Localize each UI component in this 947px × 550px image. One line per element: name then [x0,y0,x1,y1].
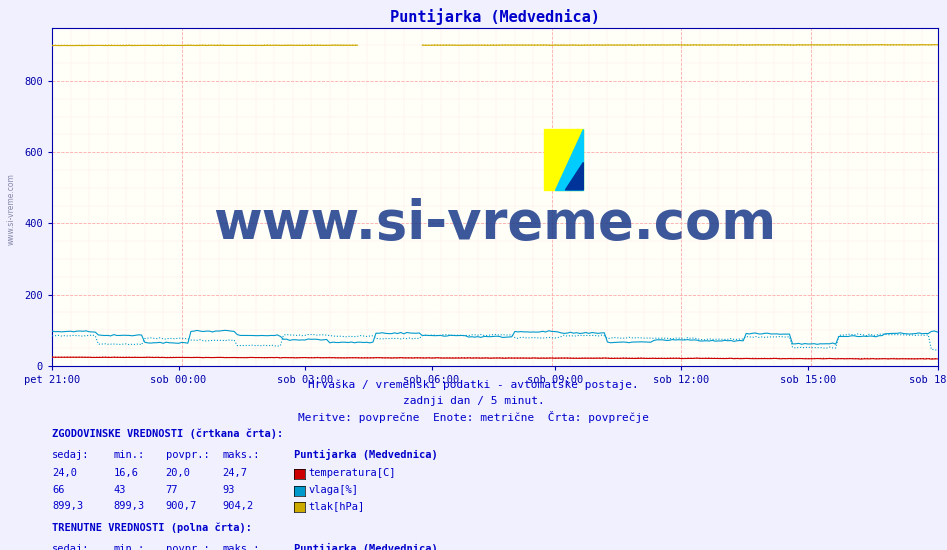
Polygon shape [565,162,583,190]
Text: sedaj:: sedaj: [52,544,90,550]
Bar [544,129,583,190]
Text: 900,7: 900,7 [166,501,197,512]
Text: vlaga[%]: vlaga[%] [309,485,359,495]
Text: min.:: min.: [114,544,145,550]
Text: sedaj:: sedaj: [52,450,90,460]
Text: 20,0: 20,0 [166,468,190,478]
Text: 16,6: 16,6 [114,468,138,478]
Text: maks.:: maks.: [223,544,260,550]
Text: 899,3: 899,3 [52,501,83,512]
Title: Puntijarka (Medvednica): Puntijarka (Medvednica) [390,8,599,25]
Text: 904,2: 904,2 [223,501,254,512]
Text: www.si-vreme.com: www.si-vreme.com [7,173,16,245]
Text: maks.:: maks.: [223,450,260,460]
Text: Meritve: povprečne  Enote: metrične  Črta: povprečje: Meritve: povprečne Enote: metrične Črta:… [298,411,649,423]
Text: povpr.:: povpr.: [166,450,209,460]
Text: 24,7: 24,7 [223,468,247,478]
Text: Puntijarka (Medvednica): Puntijarka (Medvednica) [294,449,438,460]
Text: tlak[hPa]: tlak[hPa] [309,501,365,512]
Text: Puntijarka (Medvednica): Puntijarka (Medvednica) [294,543,438,550]
Text: www.si-vreme.com: www.si-vreme.com [213,197,777,250]
Text: zadnji dan / 5 minut.: zadnji dan / 5 minut. [402,396,545,406]
Text: 24,0: 24,0 [52,468,77,478]
Text: 899,3: 899,3 [114,501,145,512]
Text: min.:: min.: [114,450,145,460]
Text: 66: 66 [52,485,64,495]
Text: 93: 93 [223,485,235,495]
Text: temperatura[C]: temperatura[C] [309,468,396,478]
Text: povpr.:: povpr.: [166,544,209,550]
Text: 43: 43 [114,485,126,495]
Text: TRENUTNE VREDNOSTI (polna črta):: TRENUTNE VREDNOSTI (polna črta): [52,523,252,534]
Text: Hrvaška / vremenski podatki - avtomatske postaje.: Hrvaška / vremenski podatki - avtomatske… [308,379,639,390]
Text: 77: 77 [166,485,178,495]
Text: ZGODOVINSKE VREDNOSTI (črtkana črta):: ZGODOVINSKE VREDNOSTI (črtkana črta): [52,429,283,439]
Polygon shape [556,129,583,190]
